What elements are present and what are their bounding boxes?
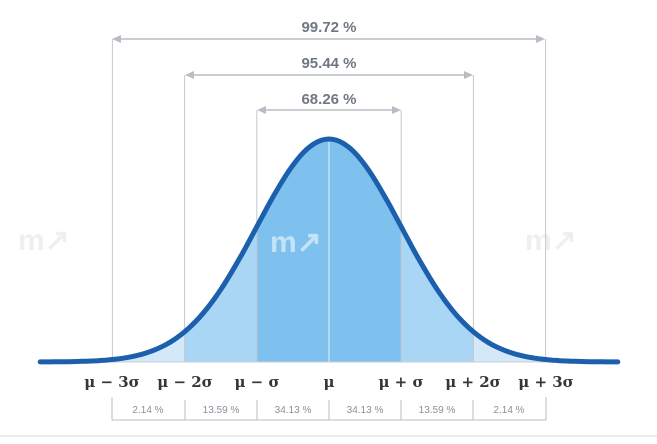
arrow-head-left-icon (112, 35, 121, 43)
sigma-axis-labels: μ − 3σ μ − 2σ μ − σ μ μ + σ μ + 2σ μ + 3… (84, 373, 574, 391)
watermark-center: m↗ (270, 226, 322, 259)
arrow-head-right-icon (536, 35, 545, 43)
segment-percentage: 2.14 % (493, 405, 524, 416)
segment-percentage: 2.14 % (132, 405, 163, 416)
segment-percentage-row: 2.14 % 13.59 % 34.13 % 34.13 % 13.59 % 2… (111, 397, 547, 421)
label-mu-minus-3-sigma: μ − 3σ (84, 373, 140, 391)
range-label-68: 68.26 % (301, 91, 356, 108)
sigma-guide-lines (111, 39, 547, 362)
label-backdrop (290, 88, 368, 108)
label-mu: μ (324, 373, 335, 391)
label-mu-plus-3-sigma: μ + 3σ (518, 373, 574, 391)
label-mu-minus-sigma: μ − σ (234, 373, 279, 391)
range-arrow-95: 95.44 % (185, 52, 473, 79)
range-label-95: 95.44 % (301, 55, 356, 72)
watermark-right: m↗ (525, 224, 577, 257)
segment-percentage: 13.59 % (419, 405, 456, 416)
watermark-left: m↗ (18, 224, 70, 257)
segment-percentage: 34.13 % (347, 405, 384, 416)
label-mu-plus-2-sigma: μ + 2σ (445, 373, 501, 391)
bell-curve (37, 136, 621, 365)
range-label-99: 99.72 % (301, 19, 356, 36)
label-mu-minus-2-sigma: μ − 2σ (157, 373, 213, 391)
range-arrow-99: 99.72 % (112, 16, 545, 43)
arrow-head-left-icon (185, 71, 194, 79)
label-backdrop (290, 52, 368, 72)
label-mu-plus-sigma: μ + σ (378, 373, 423, 391)
watermarks: m↗ m↗ m↗ (18, 224, 577, 259)
arrow-head-right-icon (392, 106, 401, 114)
range-arrow-68: 68.26 % (257, 88, 401, 114)
arrow-head-right-icon (464, 71, 473, 79)
arrow-head-left-icon (257, 106, 266, 114)
segment-percentage: 34.13 % (275, 405, 312, 416)
label-backdrop (290, 16, 368, 36)
segment-percentage: 13.59 % (203, 405, 240, 416)
